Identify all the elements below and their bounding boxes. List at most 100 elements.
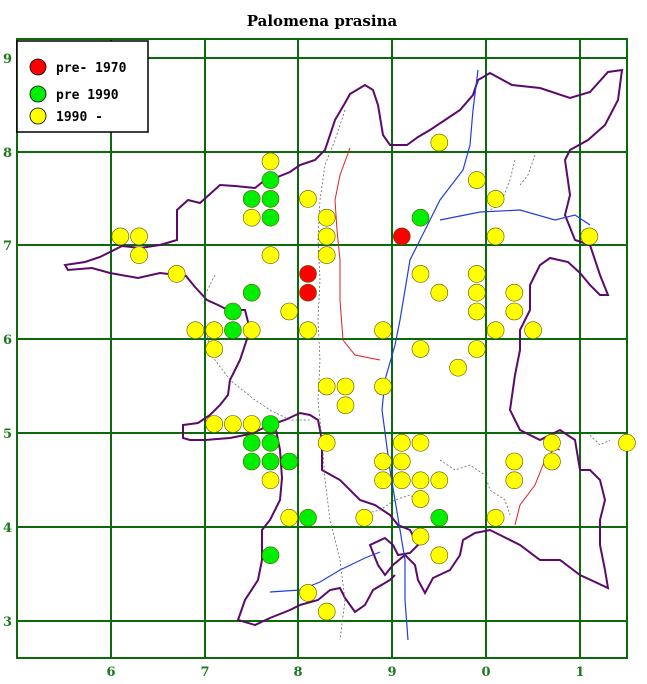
legend-marker-post1990 bbox=[29, 107, 47, 125]
county-border-south bbox=[236, 424, 396, 627]
record-dot-1990-onwards bbox=[411, 433, 430, 452]
record-dot-1990-onwards bbox=[261, 152, 280, 171]
record-dot-1990-onwards bbox=[130, 227, 148, 246]
record-dot-1990-onwards bbox=[505, 452, 524, 471]
record-dot-1990-onwards bbox=[449, 358, 467, 377]
record-dot-pre-1990 bbox=[261, 433, 280, 452]
record-dot-1990-onwards bbox=[374, 321, 392, 340]
record-dot-1990-onwards bbox=[205, 321, 223, 340]
record-dot-pre-1990 bbox=[430, 508, 449, 527]
record-dot-1990-onwards bbox=[430, 133, 449, 152]
record-dot-pre-1990 bbox=[261, 190, 280, 208]
record-dot-1990-onwards bbox=[317, 602, 336, 621]
x-tick-label: 7 bbox=[200, 665, 209, 680]
record-dot-1990-onwards bbox=[505, 471, 524, 490]
record-dot-1990-onwards bbox=[467, 283, 486, 302]
record-dot-1990-onwards bbox=[392, 433, 411, 452]
record-dot-1990-onwards bbox=[411, 490, 430, 508]
record-dot-1990-onwards bbox=[505, 302, 524, 321]
record-dot-pre-1990 bbox=[242, 452, 261, 471]
record-dot-1990-onwards bbox=[392, 452, 411, 471]
record-dot-1990-onwards bbox=[486, 227, 505, 246]
x-tick-label: 1 bbox=[575, 665, 584, 680]
record-dot-1990-onwards bbox=[467, 171, 486, 189]
grid bbox=[16, 38, 628, 659]
record-dot-1990-onwards bbox=[186, 321, 205, 340]
record-dot-1990-onwards bbox=[430, 283, 449, 302]
record-dot-1990-onwards bbox=[261, 471, 280, 490]
record-dot-1990-onwards bbox=[224, 415, 242, 433]
record-dot-1990-onwards bbox=[467, 265, 486, 283]
record-dot-1990-onwards bbox=[543, 433, 561, 452]
record-dot-1990-onwards bbox=[317, 377, 336, 396]
record-dot-pre-1990 bbox=[242, 433, 261, 452]
record-dot-1990-onwards bbox=[486, 190, 505, 208]
record-dot-1990-onwards bbox=[242, 415, 261, 433]
record-dot-pre-1990 bbox=[261, 546, 280, 565]
record-dot-1990-onwards bbox=[242, 208, 261, 227]
legend-marker-pre1970 bbox=[29, 58, 47, 76]
record-dot-1990-onwards bbox=[374, 471, 392, 490]
record-dot-1990-onwards bbox=[336, 377, 355, 396]
record-dot-pre-1990 bbox=[299, 508, 317, 527]
record-dot-1990-onwards bbox=[392, 471, 411, 490]
record-dot-1990-onwards bbox=[205, 340, 223, 358]
legend-label-pre1970: pre- 1970 bbox=[56, 61, 127, 76]
record-dot-1990-onwards bbox=[430, 546, 449, 565]
y-tick-label: 8 bbox=[3, 146, 12, 161]
district-boundary bbox=[204, 109, 611, 641]
record-dot-1990-onwards bbox=[261, 246, 280, 264]
record-dot-pre-1990 bbox=[242, 190, 261, 208]
record-dot-pre-1990 bbox=[242, 283, 261, 302]
y-tick-label: 3 bbox=[3, 615, 12, 630]
map-title: Palomena prasina bbox=[247, 12, 398, 30]
map-frame bbox=[16, 38, 628, 659]
x-tick-label: 6 bbox=[106, 665, 115, 680]
record-dot-pre-1990 bbox=[224, 321, 242, 340]
river bbox=[269, 69, 591, 641]
record-dot-1990-onwards bbox=[411, 265, 430, 283]
record-dot-1990-onwards bbox=[242, 321, 261, 340]
record-dot-1990-onwards bbox=[467, 302, 486, 321]
record-dot-pre-1990 bbox=[261, 452, 280, 471]
record-dot-1990-onwards bbox=[317, 227, 336, 246]
record-dot-1990-onwards bbox=[486, 321, 505, 340]
legend-marker-pre1990 bbox=[29, 85, 47, 103]
record-dot-1990-onwards bbox=[580, 227, 599, 246]
record-dot-1990-onwards bbox=[486, 508, 505, 527]
record-dot-pre-1970 bbox=[299, 265, 317, 283]
record-dot-pre-1990 bbox=[261, 208, 280, 227]
record-dot-1990-onwards bbox=[618, 433, 636, 452]
y-tick-label: 7 bbox=[3, 239, 12, 254]
record-dot-1990-onwards bbox=[505, 283, 524, 302]
county-border bbox=[63, 68, 624, 596]
road bbox=[334, 147, 561, 526]
record-dot-1990-onwards bbox=[543, 452, 561, 471]
record-dot-1990-onwards bbox=[374, 377, 392, 396]
record-dot-1990-onwards bbox=[411, 527, 430, 546]
record-dot-1990-onwards bbox=[280, 302, 299, 321]
record-dot-1990-onwards bbox=[524, 321, 542, 340]
record-dot-1990-onwards bbox=[411, 471, 430, 490]
record-dot-1990-onwards bbox=[167, 265, 186, 283]
record-dot-pre-1990 bbox=[280, 452, 299, 471]
record-dot-1990-onwards bbox=[299, 321, 317, 340]
x-tick-label: 9 bbox=[387, 665, 396, 680]
x-tick-label: 0 bbox=[481, 665, 490, 680]
record-dot-1990-onwards bbox=[299, 190, 317, 208]
record-dot-1990-onwards bbox=[280, 508, 299, 527]
y-tick-label: 5 bbox=[3, 427, 12, 442]
record-dot-1990-onwards bbox=[411, 340, 430, 358]
y-tick-label: 6 bbox=[3, 333, 12, 348]
record-dot-1990-onwards bbox=[317, 208, 336, 227]
y-tick-label: 9 bbox=[3, 52, 12, 67]
record-dot-pre-1970 bbox=[299, 283, 317, 302]
axis-labels: 6 7 8 9 0 1 9 8 7 6 5 4 3 bbox=[3, 52, 585, 680]
record-dot-1990-onwards bbox=[111, 227, 130, 246]
record-dot-pre-1970 bbox=[392, 227, 411, 246]
record-dot-1990-onwards bbox=[317, 433, 336, 452]
record-dot-1990-onwards bbox=[130, 246, 148, 264]
record-dot-1990-onwards bbox=[355, 508, 374, 527]
record-dot-1990-onwards bbox=[317, 246, 336, 264]
